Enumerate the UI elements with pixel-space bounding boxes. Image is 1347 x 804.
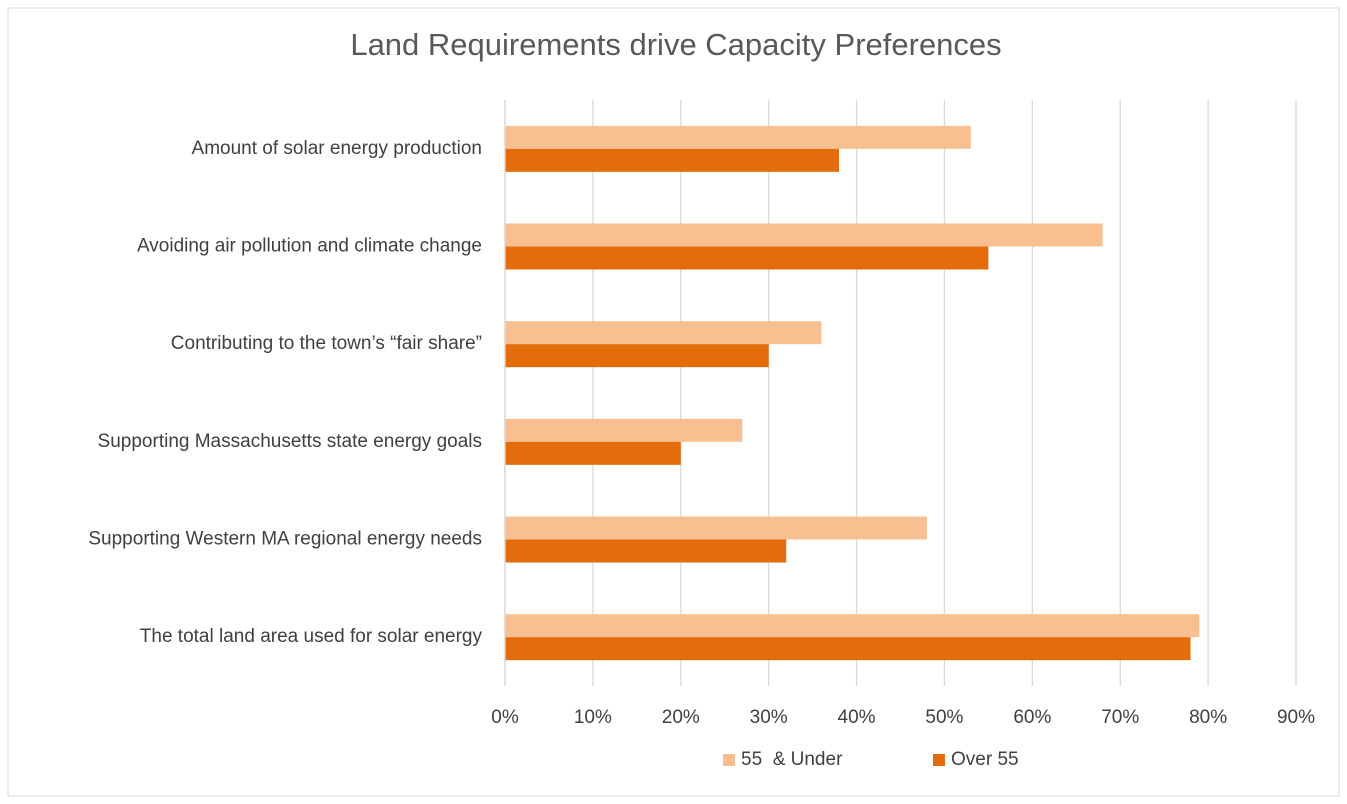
legend-swatch — [723, 754, 735, 766]
y-tick-label: The total land area used for solar energ… — [140, 626, 483, 647]
x-tick-label: 0% — [491, 707, 519, 728]
bar — [505, 637, 1191, 661]
x-tick-label: 60% — [1013, 707, 1051, 728]
y-tick-label: Supporting Western MA regional energy ne… — [88, 529, 482, 550]
legend-label: 55 & Under — [741, 749, 843, 770]
bar — [505, 614, 1200, 638]
bar — [505, 148, 839, 172]
x-tick-label: 20% — [662, 707, 700, 728]
x-tick-label: 50% — [925, 707, 963, 728]
legend-swatch — [933, 754, 945, 766]
y-tick-label: Avoiding air pollution and climate chang… — [137, 236, 482, 257]
y-tick-label: Contributing to the town’s “fair share” — [171, 333, 482, 354]
bar — [505, 344, 769, 368]
bar — [505, 223, 1103, 247]
x-tick-label: 90% — [1277, 707, 1315, 728]
bar — [505, 125, 971, 149]
legend-label: Over 55 — [951, 749, 1019, 770]
y-tick-label: Amount of solar energy production — [192, 138, 482, 159]
bar — [505, 418, 743, 442]
chart-title: Land Requirements drive Capacity Prefere… — [350, 27, 1001, 62]
bar — [505, 246, 989, 270]
bar — [505, 539, 787, 563]
x-tick-label: 40% — [838, 707, 876, 728]
x-tick-label: 80% — [1189, 707, 1227, 728]
bar — [505, 441, 681, 465]
x-tick-label: 30% — [750, 707, 788, 728]
x-tick-label: 10% — [574, 707, 612, 728]
bar — [505, 516, 927, 540]
y-tick-label: Supporting Massachusetts state energy go… — [98, 431, 482, 452]
x-tick-label: 70% — [1101, 707, 1139, 728]
bar — [505, 321, 822, 345]
